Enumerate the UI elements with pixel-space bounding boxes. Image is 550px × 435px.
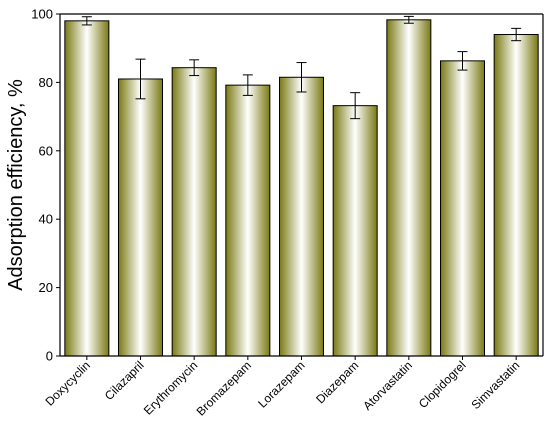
y-ticks-group: 0 20 40 60 80 100 xyxy=(31,7,60,364)
x-tick-label: Bromazepam xyxy=(194,358,254,418)
bar-clopidogrel xyxy=(439,60,486,357)
y-tick-label: 100 xyxy=(31,7,53,22)
bar-erythromycin xyxy=(171,67,217,357)
y-axis-title: Adsorption efficiency, % xyxy=(5,79,27,291)
bar-cilazapril xyxy=(117,78,164,357)
bar-bromazepam xyxy=(225,84,271,357)
x-tick-label: Diazepam xyxy=(313,358,361,406)
bar-lorazepam xyxy=(278,76,325,357)
x-tick-label: Doxycyclin xyxy=(42,358,92,408)
x-tick-label: Atorvastatin xyxy=(360,358,415,413)
x-labels-group: Doxycyclin CilazaprilErythromycinBromazep… xyxy=(42,356,522,419)
x-tick-label: Clopidogrel xyxy=(416,358,469,411)
x-tick-label: Cilazapril xyxy=(102,358,147,403)
y-tick-label: 60 xyxy=(39,143,53,158)
bars-group xyxy=(64,19,539,357)
bar-simvastatin xyxy=(493,34,539,357)
bar-diazepam xyxy=(332,105,378,357)
x-tick-label: Simvastatin xyxy=(469,358,523,412)
x-tick-label: Erythromycin xyxy=(141,358,200,417)
x-tick-label: Lorazepam xyxy=(255,358,307,410)
error-bars-group xyxy=(81,15,522,120)
y-tick-label: 80 xyxy=(39,75,53,90)
axes-group xyxy=(59,13,544,357)
y-tick-label: 20 xyxy=(39,280,53,295)
y-tick-label: 40 xyxy=(39,212,53,227)
bar-doxycyclin xyxy=(64,20,110,357)
bar-atorvastatin xyxy=(386,19,432,357)
y-tick-label: 0 xyxy=(46,349,53,364)
